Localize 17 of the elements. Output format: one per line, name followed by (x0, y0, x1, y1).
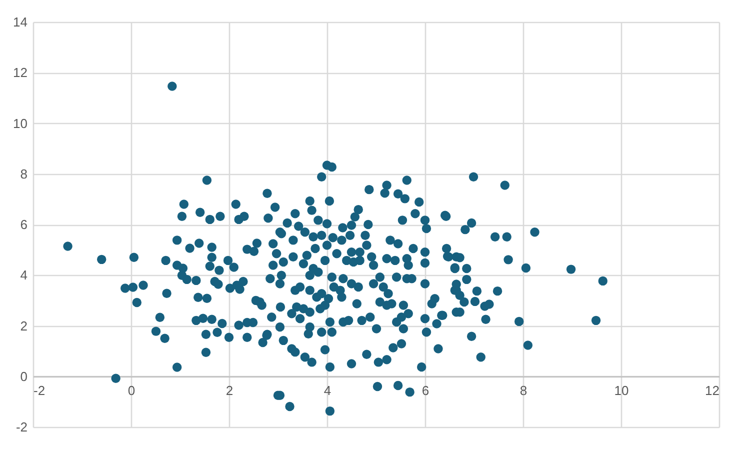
y-tick-label: 6 (20, 217, 28, 232)
x-tick-label: -2 (34, 382, 46, 398)
x-tick-label: 4 (324, 382, 332, 398)
x-tick-label: 8 (520, 382, 528, 398)
y-tick-label: 4 (20, 268, 28, 283)
y-tick-label: 10 (13, 116, 28, 131)
y-tick-label: 0 (20, 368, 28, 384)
y-tick-label: 8 (20, 166, 28, 182)
y-tick-label: 12 (13, 65, 28, 80)
x-tick-label: 10 (614, 382, 629, 398)
x-tick-label: 2 (226, 382, 234, 398)
x-tick-label: 12 (705, 382, 720, 398)
x-tick-label: 0 (128, 382, 136, 398)
y-tick-label: -2 (16, 420, 28, 434)
y-tick-label: 14 (13, 14, 28, 30)
y-tick-label: 2 (20, 318, 28, 334)
x-tick-label: 6 (422, 382, 430, 398)
